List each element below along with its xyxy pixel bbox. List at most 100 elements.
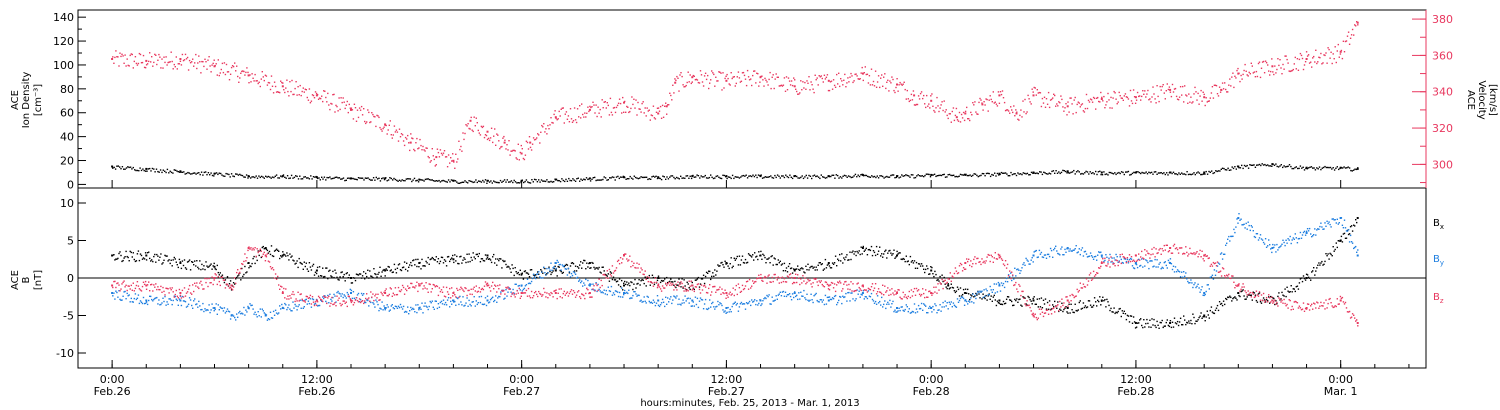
bx-point-0 [175, 261, 177, 263]
bx-point-0 [813, 266, 815, 268]
velocity-point-0 [536, 137, 538, 139]
by-point-1 [867, 290, 870, 292]
by-point-1 [221, 307, 224, 310]
velocity-point-0 [764, 77, 766, 80]
bx-point-0 [396, 267, 399, 269]
by-point-1 [1135, 263, 1138, 266]
bx-point-0 [707, 272, 709, 274]
by-point-1 [1328, 221, 1330, 223]
density-point-1 [532, 181, 534, 183]
by-point-1 [899, 309, 901, 312]
by-point-1 [167, 303, 169, 305]
density-point-1 [1247, 167, 1250, 169]
density-point-1 [1056, 172, 1059, 174]
bx-point-0 [868, 248, 871, 251]
velocity-point-0 [1282, 63, 1284, 66]
by-point-1 [541, 271, 543, 273]
by-point-1 [286, 308, 288, 311]
by-point-1 [633, 291, 635, 293]
bx-point-0 [295, 262, 297, 264]
by-point-1 [923, 303, 925, 305]
velocity-point-0 [262, 76, 264, 78]
density-point-1 [680, 175, 682, 177]
by-point-1 [156, 296, 158, 299]
density-point-1 [753, 175, 756, 178]
density-point-1 [1227, 167, 1229, 169]
velocity-point-0 [1007, 110, 1010, 112]
bx-point-0 [1276, 303, 1278, 305]
density-point-1 [553, 181, 555, 183]
bx-point-0 [853, 253, 855, 255]
bx-point-0 [120, 254, 122, 257]
density-point-1 [488, 181, 491, 183]
bx-point-0 [863, 250, 865, 252]
by-point-1 [947, 308, 949, 310]
density-point-1 [774, 174, 776, 177]
density-point-1 [918, 175, 921, 177]
bx-point-0 [900, 258, 902, 260]
bx-point-0 [392, 271, 394, 273]
bx-point-0 [708, 270, 710, 272]
by-point-1 [243, 306, 245, 309]
density-data-point-1 [964, 173, 967, 176]
bx-data-point-0 [452, 258, 455, 261]
velocity-data-point-0 [998, 94, 1001, 97]
velocity-point-0 [486, 138, 489, 141]
bx-point-0 [309, 266, 312, 268]
density-point-1 [494, 181, 496, 183]
density-point-1 [1253, 164, 1255, 166]
velocity-point-0 [925, 106, 927, 109]
velocity-point-0 [1105, 104, 1107, 106]
bx-point-0 [315, 272, 318, 275]
density-point-1 [1166, 172, 1168, 174]
bx-point-0 [1001, 303, 1004, 306]
density-point-1 [379, 180, 382, 182]
bx-point-0 [1289, 291, 1291, 293]
bx-point-0 [414, 264, 416, 266]
density-point-1 [989, 175, 992, 178]
velocity-point-0 [184, 53, 187, 56]
density-point-1 [467, 182, 469, 184]
velocity-point-0 [165, 56, 167, 58]
density-point-1 [1287, 165, 1289, 167]
bz-point-2 [189, 292, 192, 294]
bx-point-0 [584, 259, 586, 262]
by-point-1 [143, 302, 146, 305]
by-point-1 [372, 302, 374, 304]
bx-point-0 [401, 266, 404, 269]
bz-point-2 [140, 290, 143, 292]
by-point-1 [400, 306, 403, 308]
by-point-1 [547, 272, 549, 274]
bx-point-0 [490, 261, 493, 264]
by-point-1 [318, 304, 321, 307]
bx-point-0 [187, 260, 190, 263]
velocity-data-point-0 [315, 94, 318, 97]
by-point-1 [358, 301, 361, 303]
bx-point-0 [322, 267, 324, 269]
bx-point-0 [1220, 302, 1223, 305]
velocity-point-0 [1236, 69, 1238, 72]
by-point-1 [436, 307, 439, 310]
velocity-point-0 [711, 70, 713, 72]
bx-point-0 [817, 264, 819, 266]
bx-point-0 [146, 252, 149, 254]
bx-data-point-0 [213, 265, 216, 268]
velocity-point-0 [780, 84, 783, 86]
by-point-1 [1117, 261, 1119, 263]
density-point-1 [1221, 167, 1224, 169]
velocity-point-0 [1291, 69, 1293, 72]
bx-point-0 [192, 261, 194, 263]
velocity-point-0 [575, 121, 578, 124]
velocity-point-0 [1268, 70, 1270, 72]
by-point-1 [809, 299, 811, 301]
by-point-1 [124, 290, 126, 293]
density-point-1 [1273, 164, 1276, 166]
velocity-point-0 [1158, 100, 1160, 103]
velocity-point-0 [494, 128, 496, 130]
velocity-point-0 [721, 89, 723, 91]
bx-point-0 [487, 258, 490, 260]
by-point-1 [1244, 227, 1246, 229]
velocity-point-0 [979, 97, 981, 100]
by-data-point-1 [520, 284, 523, 287]
by-point-1 [310, 306, 313, 308]
